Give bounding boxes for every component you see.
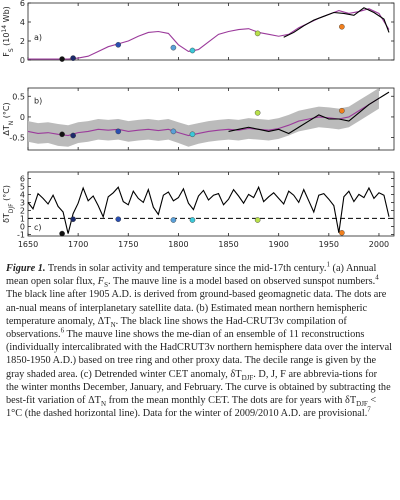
caption-text: from the mean monthly CET. The dots are … xyxy=(106,395,357,407)
y-tick-label: 1 xyxy=(20,214,25,223)
x-tick-label: 2000 xyxy=(369,240,389,249)
y-axis-label: δTDJF (°C) xyxy=(2,185,15,223)
y-axis-label-part: (°C) xyxy=(2,185,11,203)
data-dot xyxy=(254,110,261,116)
data-dot xyxy=(339,229,345,236)
caption-text: < 1°C (the dashed horizontal line). Data… xyxy=(6,395,377,420)
data-dot xyxy=(339,23,345,30)
caption-text: 1 xyxy=(326,260,330,269)
caption-text: Trends in solar activity and temperature… xyxy=(45,263,327,274)
y-axis-label-part: 14 xyxy=(1,25,8,33)
data-line xyxy=(27,185,390,234)
data-dot xyxy=(189,217,196,223)
caption-text: Figure 1. xyxy=(6,263,46,274)
caption-text: 4 xyxy=(375,273,379,282)
data-line xyxy=(283,7,390,38)
x-tick-label: 1700 xyxy=(68,240,88,249)
y-axis-label-part: S xyxy=(8,48,15,52)
y-tick-label: 0 xyxy=(20,222,25,231)
caption-text: F xyxy=(97,276,105,288)
y-axis-label-part: δT xyxy=(2,213,11,223)
plot-frame xyxy=(27,171,395,237)
panel-label: c) xyxy=(34,223,42,232)
data-dot xyxy=(59,131,65,138)
y-axis-label-part: (10 xyxy=(2,33,11,49)
y-axis-label-part: ΔT xyxy=(2,125,11,135)
caption-text: N xyxy=(100,400,107,409)
y-tick-label: 6 xyxy=(20,174,25,183)
panel: 0 2 4 6 FS (1014 Wb) a) xyxy=(1,0,395,65)
x-tick-label: 1950 xyxy=(319,240,339,249)
data-dot xyxy=(170,44,177,51)
data-dot xyxy=(170,217,177,223)
y-axis-label-part: Wb) xyxy=(2,6,11,25)
y-tick-label: 5 xyxy=(20,182,25,191)
data-dot xyxy=(59,56,65,62)
caption-text: 7 xyxy=(367,405,371,414)
panel-label: a) xyxy=(34,33,42,42)
y-tick-label: -0.5 xyxy=(9,134,25,143)
caption-text: . The black line shows the Had-CRUT3v co… xyxy=(6,315,347,341)
y-tick-label: 2 xyxy=(20,37,25,46)
y-axis-label-part: DJF xyxy=(8,203,15,213)
panel-label: b) xyxy=(34,97,42,106)
data-dot xyxy=(115,42,122,48)
data-dot xyxy=(254,30,261,37)
caption-text: N xyxy=(110,320,116,329)
caption-text: 6 xyxy=(60,326,65,335)
y-axis-label-part: N xyxy=(8,121,15,126)
y-tick-label: 4 xyxy=(20,190,25,199)
x-tick-label: 1750 xyxy=(118,240,138,249)
plot-frame xyxy=(27,2,395,61)
y-axis-label: ΔTN (°C) xyxy=(2,102,15,135)
x-tick-label: 1900 xyxy=(269,240,289,249)
caption-text: S xyxy=(104,281,108,290)
caption-text: . D, J, F are abbrevia-tions for the win… xyxy=(6,368,391,407)
caption-text: The black line after 1905 A.D. is derive… xyxy=(6,289,387,327)
y-tick-label: -1 xyxy=(17,230,25,239)
y-tick-label: 0 xyxy=(20,56,25,65)
data-dot xyxy=(115,216,122,222)
caption-text: DJF xyxy=(356,400,368,409)
y-tick-label: 0.5 xyxy=(12,92,25,101)
caption: Figure 1. Trends in solar activity and t… xyxy=(6,260,393,420)
y-tick-label: 6 xyxy=(20,0,25,8)
caption-text: DJF xyxy=(241,373,254,382)
y-tick-label: 0 xyxy=(20,113,25,122)
caption-text: The mauve line shows the me-dian of an e… xyxy=(6,329,393,380)
data-dot xyxy=(115,128,122,135)
x-tick-label: 1650 xyxy=(18,240,38,249)
data-dot xyxy=(59,230,65,237)
y-axis-label-part: (°C) xyxy=(2,102,11,120)
y-tick-label: 2 xyxy=(20,206,25,215)
data-line xyxy=(27,97,380,137)
data-dot xyxy=(70,216,76,222)
data-dot xyxy=(70,132,76,139)
data-dot xyxy=(189,47,196,54)
data-dot xyxy=(170,128,177,135)
y-tick-label: 4 xyxy=(20,18,25,27)
data-dot xyxy=(339,107,345,114)
y-axis-label-part: F xyxy=(2,52,11,57)
y-axis-label: FS (1014 Wb) xyxy=(1,6,15,57)
data-dot xyxy=(189,131,196,138)
x-tick-label: 1800 xyxy=(168,240,188,249)
data-dot xyxy=(70,55,76,61)
caption-text: (a) Annual mean open solar flux, xyxy=(6,263,377,288)
data-line xyxy=(228,91,390,135)
caption-text: . The mauve line is a model based on obs… xyxy=(108,276,376,288)
x-tick-label: 1850 xyxy=(218,240,238,249)
data-dot xyxy=(254,217,261,223)
y-tick-label: 3 xyxy=(20,198,25,207)
